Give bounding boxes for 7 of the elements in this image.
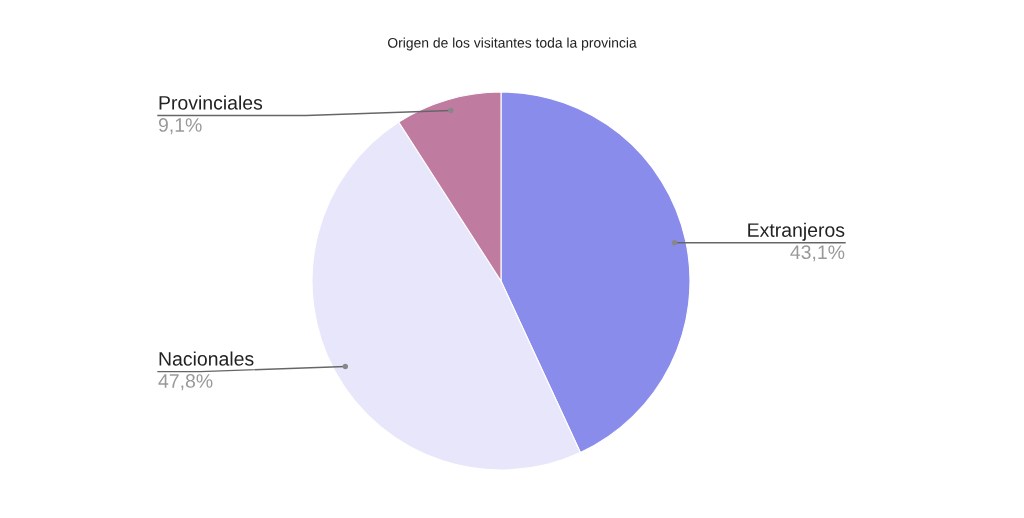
- slice-label: Extranjeros: [748, 222, 845, 241]
- slice-label: Provinciales: [159, 95, 263, 110]
- chart-title: Origen de los visitantes toda la provincia: [387, 37, 637, 51]
- data-label: 9,1%: [158, 118, 202, 135]
- data-label: 43,1%: [790, 245, 845, 262]
- data-label: 47,8%: [158, 374, 213, 391]
- slice-label: Nacionales: [159, 351, 254, 366]
